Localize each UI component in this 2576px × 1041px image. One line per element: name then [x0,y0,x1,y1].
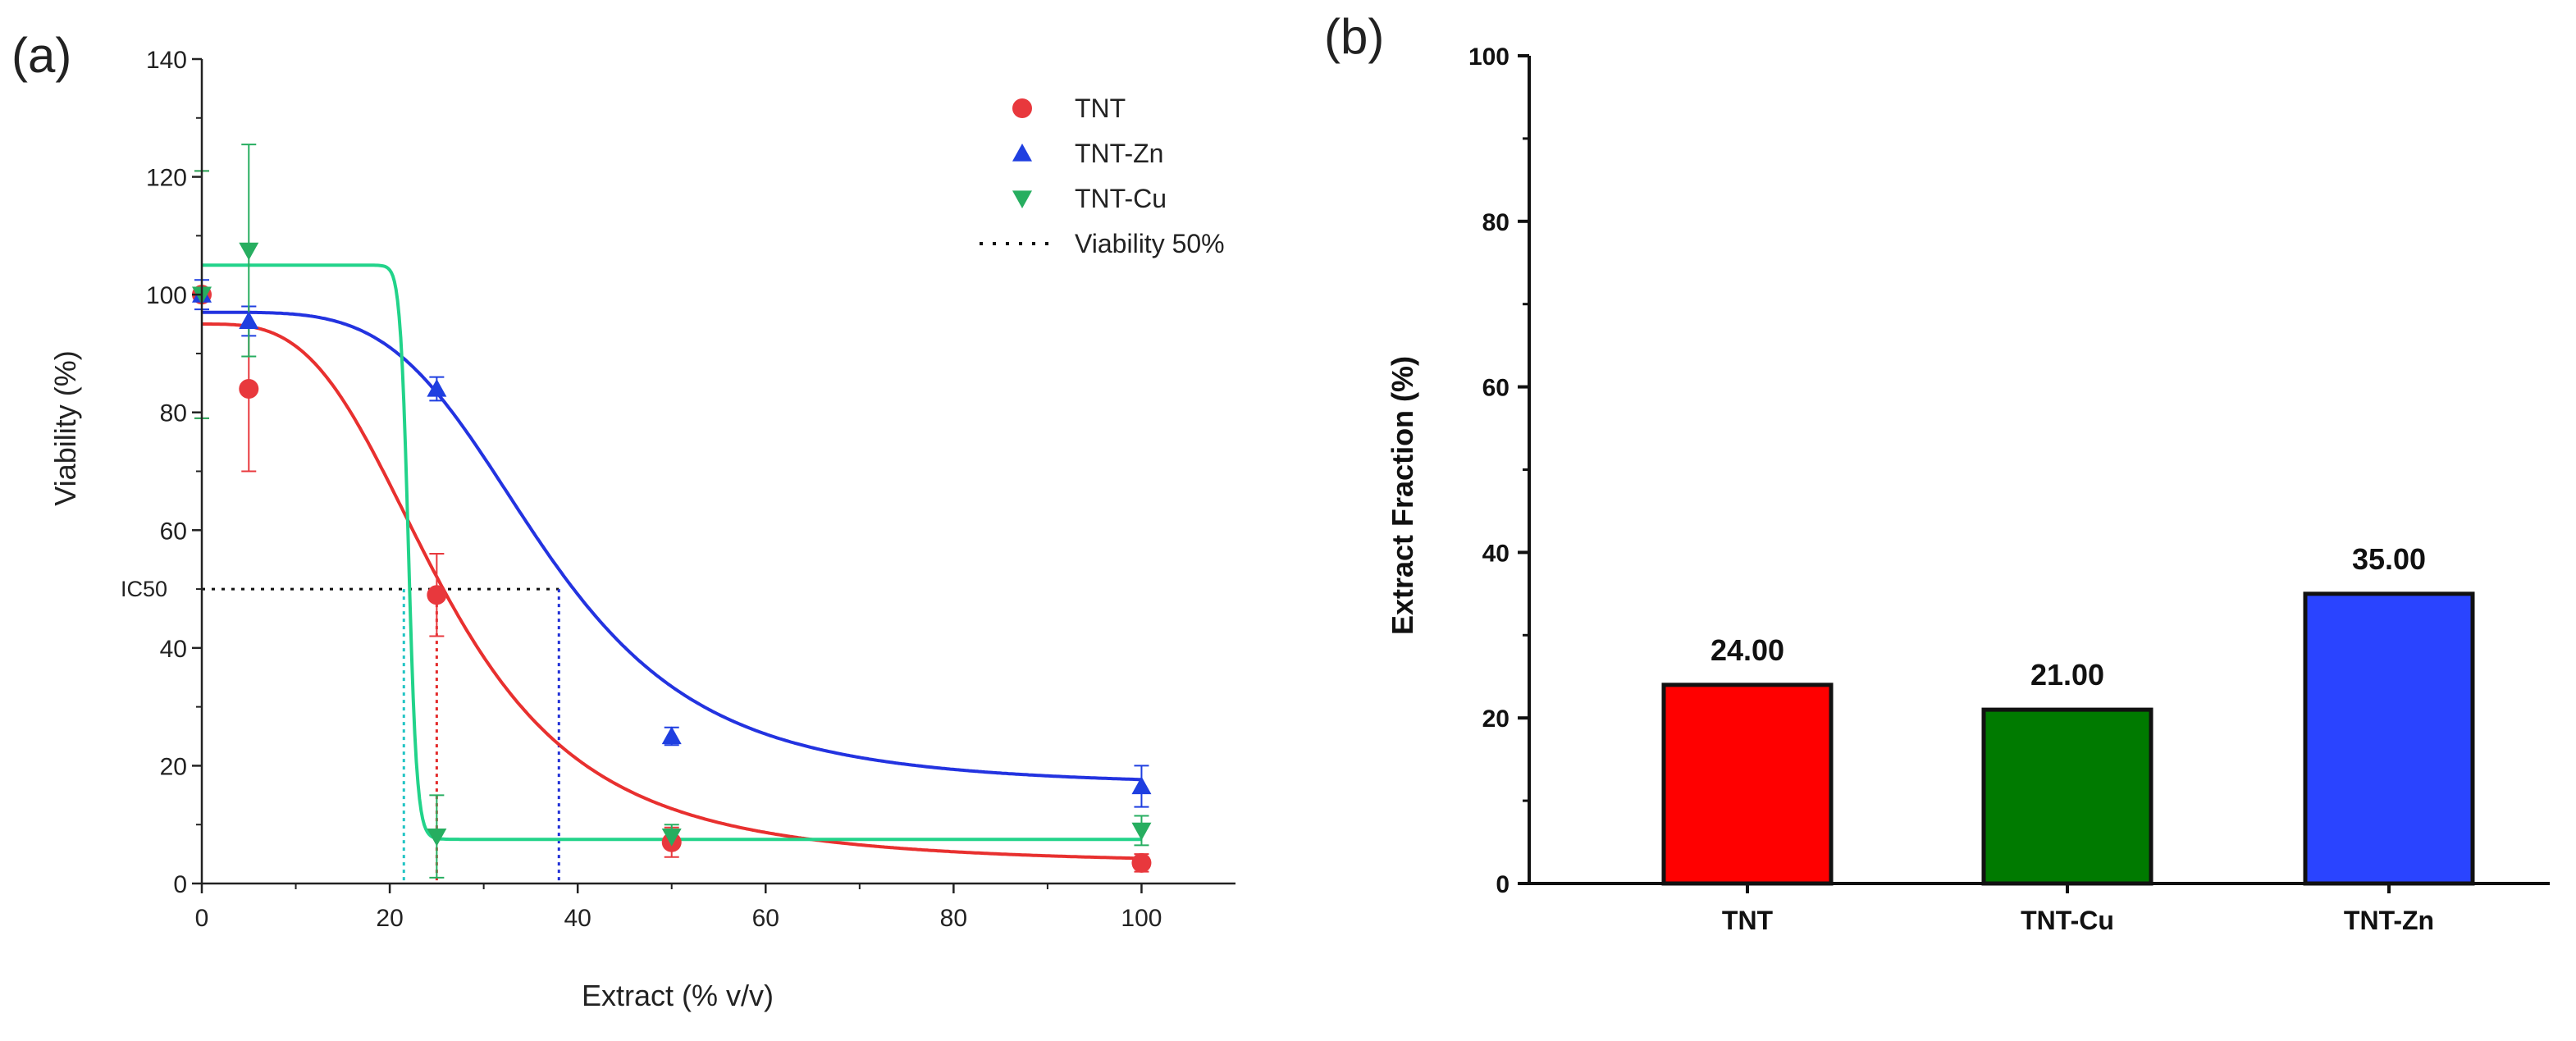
panel-a-y-axis-label: Viability (%) [48,350,82,505]
legend-label-tnt-cu: TNT-Cu [1075,184,1167,213]
panel-b-y-tick-label: 80 [1482,209,1510,236]
panel-b-category-label-tnt: TNT [1722,906,1774,935]
panel-a-error-bars [194,144,1149,879]
data-point-tnt-zn [661,726,682,745]
bar-value-label-tnt-cu: 21.00 [2030,658,2104,692]
legend-label-viability-50: Viability 50% [1075,229,1225,258]
panel-b-y-axis-label: Extract Fraction (%) [1386,356,1419,635]
panel-a-data-points [192,242,1152,873]
bar-value-label-tnt: 24.00 [1710,633,1784,667]
data-point-tnt-cu [661,828,682,847]
panel-a-x-axis-label: Extract (% v/v) [582,979,774,1012]
data-point-tnt [1131,852,1152,873]
panel-b-y-tick-label: 60 [1482,375,1510,402]
data-point-tnt-cu [1131,822,1152,841]
panel-b-y-tick-label: 20 [1482,705,1510,733]
panel-b-category-label-tnt-cu: TNT-Cu [2021,906,2114,935]
panel-b-category-label-tnt-zn: TNT-Zn [2344,906,2434,935]
fit-curve-tnt-cu [202,263,1142,842]
data-point-tnt-zn [239,311,259,330]
panel-b-axes: 0 20 40 60 80 100 TNT TNT-Cu TNT-Zn [1468,43,2550,935]
panel-a-y-tick-label: 100 [146,282,187,309]
panel-b-y-tick-label: 40 [1482,540,1510,567]
panel-a-fit-curves [202,263,1142,861]
panel-a-y-tick-label: 20 [160,753,187,780]
legend-marker-tnt-cu [1012,190,1032,208]
panel-b-bars: 24.00 21.00 35.00 [1661,542,2475,886]
data-point-tnt [427,585,447,605]
panel-a-viability-chart: (a) 0 20 40 60 80 100 120 140 0 20 40 60 80 100 Extra… [11,28,1235,1012]
bar-tnt [1661,683,1834,886]
panel-a-y-tick-label: 0 [173,871,187,898]
panel-a-label: (a) [11,28,71,83]
data-point-tnt-zn [1131,776,1152,795]
fit-curve-tnt [202,322,1142,861]
panel-b-y-tick-label: 100 [1468,43,1510,71]
data-point-tnt-cu [239,242,259,261]
panel-a-x-tick-label: 40 [564,905,591,932]
panel-a-ic50-label: IC50 [121,577,167,601]
panel-a-y-tick-label: 40 [160,636,187,663]
panel-b-y-tick-label: 0 [1496,871,1510,898]
fit-curve-tnt-zn [202,310,1142,782]
panel-b-label: (b) [1324,9,1384,64]
panel-b-extract-fraction-chart: (b) 24.00 21.00 35.00 0 20 40 60 80 100 TNT TNT-C… [1324,9,2550,935]
data-point-tnt-zn [427,379,447,397]
bar-tnt-zn [2303,591,2475,886]
panel-a-x-tick-label: 100 [1121,905,1162,932]
legend-label-tnt: TNT [1075,94,1126,123]
data-point-tnt [239,379,259,399]
legend-label-tnt-zn: TNT-Zn [1075,139,1163,168]
panel-a-x-tick-label: 60 [752,905,779,932]
panel-a-y-tick-label: 60 [160,518,187,545]
legend-marker-tnt-zn [1012,144,1032,162]
bar-value-label-tnt-zn: 35.00 [2352,542,2426,576]
panel-a-axes: 0 20 40 60 80 100 120 140 0 20 40 60 80 100 [146,47,1235,932]
bar-tnt-cu [1981,707,2154,886]
panel-a-x-tick-label: 20 [376,905,403,932]
legend-marker-tnt [1012,98,1032,118]
panel-a-x-tick-label: 80 [940,905,967,932]
panel-a-x-tick-label: 0 [195,905,209,932]
data-point-tnt-cu [427,828,447,847]
panel-a-y-tick-label: 80 [160,400,187,427]
panel-a-legend: TNT TNT-Zn TNT-Cu Viability 50% [980,94,1225,258]
panel-a-y-tick-label: 140 [146,47,187,74]
panel-a-y-tick-label: 120 [146,165,187,192]
